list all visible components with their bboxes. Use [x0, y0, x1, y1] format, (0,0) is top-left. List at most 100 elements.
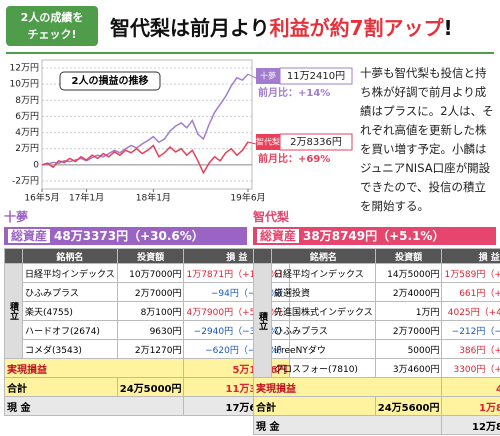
holding-row: コメダ(3543) 2万1270円 −620円（−2.9%） [5, 339, 291, 359]
holding-row: 楽天(4755) 8万100円 4万7900円（+59.8%） [5, 301, 291, 321]
group-label: 積立 [253, 263, 272, 378]
header-cell: 投資額 [116, 248, 185, 264]
asset-label: 総資産 [257, 229, 300, 243]
annotation-tag [256, 134, 280, 150]
cell: 661円（+2.8%） [441, 282, 500, 302]
cell: 4025円（+40.3%） [441, 301, 500, 321]
realized-value: 4571円 [441, 377, 500, 397]
asset-value: 48万3373円（+30.6%） [54, 229, 204, 243]
x-tick-label: 17年1月 [69, 192, 104, 204]
badge-line: 2人の成績を [20, 11, 84, 24]
holding-row: ハードオフ(2674) 9630円 −2940円（−30.1%） [5, 320, 291, 340]
header-cell: 銘柄名 [271, 248, 376, 264]
total-label: 合計 [4, 377, 118, 397]
article: 十夢も智代梨も投信と持ち株が好調で前月より成績はプラスに。2人は、それぞれ高値を… [360, 66, 494, 213]
cell: 3万4600円 [374, 358, 443, 378]
cash-label: 現 金 [3, 396, 185, 416]
total-row: 合計24万5000円11万3373円 [4, 377, 291, 397]
cell: 楽天(4755) [22, 301, 118, 321]
realized-label: 実現損益 [3, 358, 185, 378]
table-panel: 智代梨総資産 38万8749円（+5.1%） 銘柄名 投資額損 益積立 日経平均インデッ… [252, 208, 500, 435]
holding-row: 積立 日経平均インデックス 10万7000円 1万7871円（+16.7%） [4, 263, 291, 359]
realized-row: 実現損益5万1256円 [3, 358, 291, 378]
cell: 1万円 [374, 301, 443, 321]
total-profit: 1万8749円 [441, 396, 500, 416]
header-row: 銘柄名 投資額損 益 [253, 248, 500, 264]
y-tick-label: -2万円 [12, 175, 39, 186]
cell: 10万7000円 [116, 263, 185, 283]
cell: 2万1270円 [116, 339, 185, 359]
holding-row: ひふみプラス 2万7000円 −94円（−0.4%） [5, 282, 291, 302]
cash-label: 現 金 [252, 415, 443, 435]
header-row: 銘柄名 投資額損 益 [4, 248, 291, 264]
table-panel: 十夢 総資産 48万3373円（+30.6%） 銘柄名 投資額損 益積立 日経平均インデッ… [3, 208, 291, 434]
cell: 2万4000円 [374, 282, 443, 302]
annotation-leader [247, 73, 257, 79]
total-row: 合計24万5600円1万8749円 [253, 396, 500, 416]
cell: 厳選投資 [271, 282, 376, 302]
x-tick-label: 16年5月 [24, 192, 59, 204]
cell: 1万589円（+7.3%） [441, 263, 500, 283]
asset-bar: 総資産 48万3373円（+30.6%） [4, 227, 247, 245]
chart-title-box [59, 71, 161, 91]
group-label: 積立 [4, 263, 23, 359]
cell: iFreeNYダウ [271, 339, 376, 359]
cell: ひふみプラス [271, 320, 376, 340]
asset-bar: 総資産 38万8749円（+5.1%） [253, 227, 496, 245]
holdings-table: 銘柄名 投資額損 益積立 日経平均インデックス 10万7000円 1万7871円（+16… [3, 248, 291, 416]
cell: 日経平均インデックス [22, 263, 118, 283]
badge: 2人の成績を チェック! [6, 6, 98, 46]
y-tick-label: 8万円 [15, 95, 39, 106]
rule [6, 52, 494, 54]
cell: 先進国株式インデックス [271, 301, 376, 321]
asset-label: 総資産 [8, 229, 51, 243]
cell: 386円（+7.7%） [441, 339, 500, 359]
title: 智代梨は前月より利益が約7割アップ! [110, 12, 453, 41]
total-invest: 24万5600円 [374, 396, 443, 416]
chart: 12万円 10万円 8万円 6万円 4万円 2万円 0 -2万円 16年5月 17年1月 18年1月… [10, 59, 353, 204]
annotation-amount: 2万8336円 [290, 137, 342, 148]
annotation-change: 前月比：+69% [258, 152, 330, 165]
y-tick-label: 2万円 [15, 143, 39, 154]
cell: コメダ(3543) [22, 339, 118, 359]
cell: 日経平均インデックス [271, 263, 376, 283]
title-part: ! [443, 16, 453, 40]
cash-row: 現 金17万6256円 [3, 396, 291, 416]
y-tick-label: 0 [33, 160, 39, 170]
y-tick-label: 4万円 [15, 127, 39, 138]
cell: 14万5000円 [374, 263, 443, 283]
asset-value: 38万8749円（+5.1%） [303, 229, 445, 243]
header-cell [253, 248, 272, 264]
cell: 2万7000円 [116, 282, 185, 302]
cash-row: 現 金12万8971円 [252, 415, 500, 435]
header-cell: 損 益 [441, 248, 500, 264]
y-tick-label: 10万円 [10, 79, 39, 90]
y-tick-label: 6万円 [15, 111, 39, 122]
chart-title: 2人の損益の推移 [72, 74, 149, 87]
annotation-amount: 11万2410円 [287, 71, 345, 82]
cell: ひふみプラス [22, 282, 118, 302]
cell: ハードオフ(2674) [22, 320, 118, 340]
x-tick-label: 19年6月 [230, 192, 265, 204]
cell: クロスフォー(7810) [271, 358, 376, 378]
cell: 9630円 [116, 320, 185, 340]
person: 智代梨 [253, 210, 290, 224]
realized-label: 実現損益 [252, 377, 443, 397]
cell: −212円（−0.8%） [441, 320, 500, 340]
total-invest: 24万5000円 [116, 377, 185, 397]
cell: 5000円 [374, 339, 443, 359]
person: 十夢 [4, 210, 29, 224]
annotation-name: 智代梨 [256, 137, 280, 147]
header-cell: 銘柄名 [22, 248, 118, 264]
header-cell [4, 248, 23, 264]
annotation-change: 前月比：+14% [258, 86, 330, 99]
annotation-tag [256, 68, 280, 84]
series-line [41, 141, 249, 175]
